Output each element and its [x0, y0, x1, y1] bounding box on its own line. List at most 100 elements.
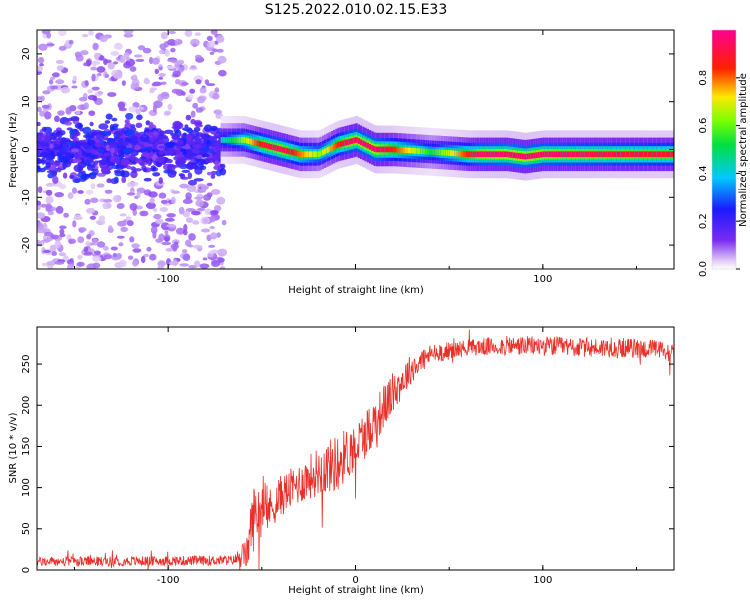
- noise-speckle: [50, 234, 60, 240]
- noise-speckle: [208, 244, 216, 248]
- ridge-segment: [267, 143, 271, 150]
- noise-speckle: [163, 135, 169, 139]
- noise-speckle: [86, 263, 97, 269]
- noise-speckle: [92, 238, 98, 246]
- noise-speckle: [83, 246, 89, 253]
- noise-speckle: [91, 86, 100, 91]
- noise-speckle: [210, 232, 218, 240]
- noise-speckle: [59, 140, 67, 145]
- ridge-segment: [263, 142, 267, 148]
- noise-speckle: [117, 220, 127, 227]
- noise-speckle: [206, 171, 212, 176]
- noise-speckle: [82, 126, 92, 135]
- noise-speckle: [150, 226, 158, 234]
- ridge-segment: [409, 147, 413, 154]
- ridge-segment: [342, 140, 345, 147]
- ridge-segment: [578, 151, 582, 158]
- noise-speckle: [182, 148, 187, 156]
- noise-speckle: [108, 225, 113, 232]
- ridge-segment: [600, 151, 604, 158]
- ridge-segment: [544, 151, 548, 158]
- ridge-segment: [530, 152, 534, 159]
- ridge-segment: [445, 150, 449, 156]
- ridge-segment: [458, 150, 462, 157]
- noise-speckle: [210, 174, 216, 179]
- ridge-segment: [416, 148, 420, 154]
- snr-ticks: -100 0 100 0 50 100 150 200 250: [21, 327, 674, 586]
- ridge-segment: [339, 141, 343, 147]
- noise-speckle: [92, 255, 102, 262]
- noise-speckle: [157, 156, 165, 164]
- noise-speckle: [194, 196, 202, 200]
- ridge-segment: [420, 148, 424, 155]
- ridge-segment: [449, 150, 453, 156]
- noise-speckle: [148, 191, 158, 198]
- noise-speckle: [130, 83, 136, 90]
- ridge-segment: [463, 151, 467, 157]
- noise-speckle: [96, 183, 105, 188]
- noise-speckle: [135, 158, 142, 164]
- noise-speckle: [87, 89, 93, 94]
- noise-speckle: [85, 240, 91, 246]
- noise-speckle: [47, 173, 54, 179]
- noise-speckle: [72, 220, 77, 228]
- ridge-segment: [650, 151, 653, 158]
- noise-speckle: [37, 204, 41, 211]
- ridge-segment: [384, 146, 388, 153]
- noise-speckle: [196, 158, 206, 166]
- ridge-segment: [470, 151, 474, 158]
- noise-speckle: [80, 50, 89, 56]
- ridge-segment: [312, 151, 316, 158]
- noise-speckle: [77, 254, 83, 260]
- noise-speckle: [166, 213, 176, 218]
- noise-speckle: [72, 158, 82, 163]
- noise-speckle: [214, 87, 220, 93]
- noise-speckle: [49, 244, 57, 252]
- noise-speckle: [178, 206, 185, 215]
- noise-speckle: [90, 183, 96, 190]
- noise-speckle: [62, 172, 68, 179]
- noise-speckle: [171, 196, 176, 204]
- ridge-segment: [566, 151, 570, 158]
- ridge-segment: [528, 153, 532, 159]
- noise-speckle: [111, 117, 118, 122]
- noise-speckle: [194, 260, 201, 268]
- noise-speckle: [155, 219, 164, 225]
- noise-speckle: [195, 199, 204, 207]
- noise-speckle: [127, 255, 134, 260]
- noise-speckle: [73, 164, 83, 173]
- noise-speckle: [104, 120, 111, 124]
- noise-speckle: [201, 153, 210, 158]
- noise-speckle: [103, 198, 113, 203]
- noise-speckle: [142, 47, 152, 54]
- noise-speckle: [95, 133, 102, 141]
- noise-speckle: [206, 35, 213, 42]
- ridge-segment: [440, 149, 444, 156]
- noise-speckle: [123, 33, 134, 38]
- noise-speckle: [84, 80, 89, 87]
- ridge-segment: [454, 150, 458, 157]
- colorbar-tick-label: 0.4: [698, 165, 709, 181]
- noise-speckle: [54, 115, 60, 123]
- noise-speckle: [58, 252, 66, 257]
- noise-speckle: [91, 60, 101, 65]
- noise-speckle: [179, 91, 186, 95]
- snr-x-tick-label: -100: [157, 575, 180, 586]
- ridge-segment: [591, 151, 595, 158]
- noise-speckle: [108, 138, 116, 143]
- noise-speckle: [146, 202, 156, 210]
- ridge-segment: [452, 150, 456, 157]
- noise-speckle: [79, 141, 88, 147]
- noise-speckle: [177, 59, 185, 65]
- noise-speckle: [59, 148, 66, 155]
- noise-speckle: [163, 112, 171, 116]
- noise-speckle: [110, 246, 118, 251]
- noise-speckle: [185, 133, 193, 141]
- ridge-segment: [625, 151, 629, 158]
- noise-speckle: [199, 87, 207, 94]
- ridge-segment: [254, 139, 258, 146]
- noise-speckle: [159, 130, 165, 135]
- noise-speckle: [190, 65, 197, 69]
- noise-speckle: [37, 200, 42, 207]
